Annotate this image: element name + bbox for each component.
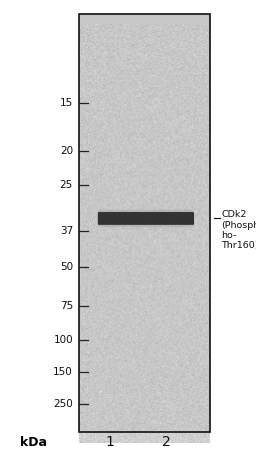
Text: 150: 150 [53,367,73,377]
FancyBboxPatch shape [98,210,194,227]
Text: 1: 1 [106,436,114,449]
FancyBboxPatch shape [98,212,194,225]
Text: kDa: kDa [20,436,47,449]
Text: CDk2
(Phosph
ho-
Thr160): CDk2 (Phosph ho- Thr160) [221,210,256,250]
Text: 20: 20 [60,146,73,156]
Text: 75: 75 [60,301,73,311]
Text: 50: 50 [60,262,73,272]
Bar [79,14,210,432]
Text: 250: 250 [53,399,73,409]
Text: 25: 25 [60,180,73,190]
Text: 15: 15 [60,98,73,108]
Text: 2: 2 [162,436,171,449]
FancyBboxPatch shape [98,211,194,226]
Bar [79,14,210,432]
Text: 37: 37 [60,226,73,236]
Text: 100: 100 [53,335,73,345]
FancyBboxPatch shape [98,212,194,225]
